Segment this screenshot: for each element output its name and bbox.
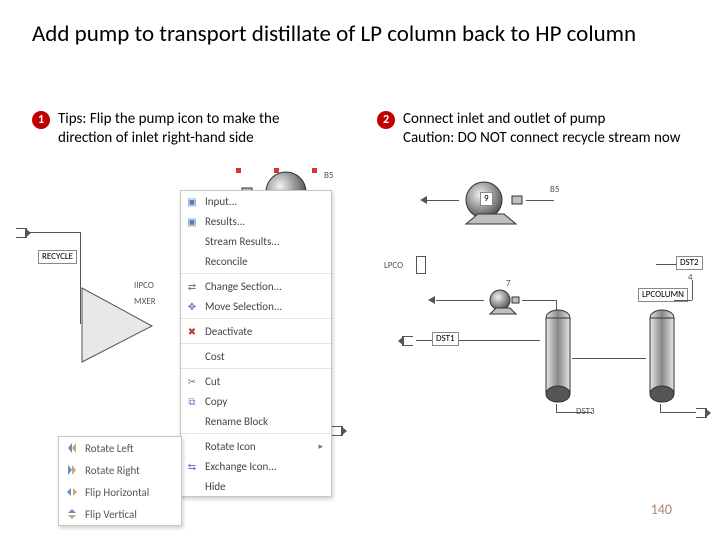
cm-results[interactable]: ▣Results... — [181, 211, 331, 231]
tip-badge-2: 2 — [377, 111, 395, 129]
cm-move-selection[interactable]: ✥Move Selection... — [181, 296, 331, 316]
t1-arrow — [332, 426, 343, 436]
column-2[interactable] — [648, 308, 676, 404]
pump-b5-label: B5 — [324, 170, 333, 181]
cm-reconcile[interactable]: Reconcile — [181, 251, 331, 271]
pump-small-label: 7 — [506, 278, 511, 289]
panel-right: B5 9 LPCO DST2 7 — [376, 168, 710, 488]
panel-left: B5 RECYCLE IIPCO MXER T1 ▣Input... ▣Resu… — [12, 168, 364, 488]
tips-row: 1 Tips: Flip the pump icon to make the d… — [32, 110, 710, 148]
lpco-label: LPCO — [384, 260, 403, 271]
b5-out-arrow — [420, 196, 427, 204]
column-1[interactable] — [544, 308, 572, 404]
x-icon: ✖ — [185, 324, 199, 338]
rotate-submenu[interactable]: Rotate Left Rotate Right Flip Horizontal… — [58, 436, 182, 526]
pump-small[interactable] — [486, 288, 522, 316]
pump-b5-right[interactable] — [460, 180, 526, 228]
tip-badge-1: 1 — [32, 111, 50, 129]
lpco-port — [416, 256, 426, 274]
rotate-left-icon — [65, 441, 79, 455]
cm-copy[interactable]: ⧉Copy — [181, 391, 331, 411]
flip-horizontal-icon — [65, 485, 79, 499]
cm-rotate-icon[interactable]: Rotate Icon — [181, 436, 331, 456]
sub-flip-vertical[interactable]: Flip Vertical — [59, 503, 181, 525]
rotate-right-icon — [65, 463, 79, 477]
copy-icon: ⧉ — [185, 394, 199, 408]
sub-flip-horizontal[interactable]: Flip Horizontal — [59, 481, 181, 503]
form-icon: ▣ — [185, 194, 199, 208]
dst3-label-1: DST3 — [576, 406, 595, 417]
exchange-icon: ⇆ — [185, 459, 199, 473]
tip-2: 2 Connect inlet and outlet of pump Cauti… — [377, 110, 710, 148]
slide-title: Add pump to transport distillate of LP c… — [32, 20, 700, 48]
cm-deactivate[interactable]: ✖Deactivate — [181, 321, 331, 341]
cm-rename[interactable]: Rename Block — [181, 411, 331, 431]
context-menu[interactable]: ▣Input... ▣Results... Stream Results... … — [180, 190, 332, 497]
scissors-icon: ✂ — [185, 374, 199, 388]
sub-rotate-right[interactable]: Rotate Right — [59, 459, 181, 481]
page-number: 140 — [651, 501, 672, 518]
cm-exchange-icon[interactable]: ⇆Exchange Icon... — [181, 456, 331, 476]
arrow-sp-out — [428, 296, 435, 304]
cm-input[interactable]: ▣Input... — [181, 191, 331, 211]
recycle-arrow — [16, 228, 27, 238]
dst1-label: DST1 — [432, 332, 459, 346]
move-icon: ✥ — [185, 299, 199, 313]
stream-9: 9 — [480, 192, 493, 206]
flip-vertical-icon — [65, 507, 79, 521]
cm-cut[interactable]: ✂Cut — [181, 371, 331, 391]
dst3-arrow-2 — [696, 408, 707, 418]
dst2-label: DST2 — [676, 256, 703, 270]
tip-1: 1 Tips: Flip the pump icon to make the d… — [32, 110, 365, 148]
sub-rotate-left[interactable]: Rotate Left — [59, 437, 181, 459]
mixer-triangle[interactable] — [80, 286, 158, 366]
cm-change-section[interactable]: ⇄Change Section... — [181, 276, 331, 296]
recycle-label: RECYCLE — [38, 250, 77, 264]
cm-cost[interactable]: Cost — [181, 346, 331, 366]
tip-text-1: Tips: Flip the pump icon to make the dir… — [58, 110, 279, 148]
cm-hide[interactable]: Hide — [181, 476, 331, 496]
form-icon: ▣ — [185, 214, 199, 228]
swap-icon: ⇄ — [185, 279, 199, 293]
b5-label-right: B5 — [550, 184, 559, 195]
cm-stream-results[interactable]: Stream Results... — [181, 231, 331, 251]
tip-text-2: Connect inlet and outlet of pump Caution… — [403, 110, 681, 148]
dst1-arrow — [402, 336, 413, 346]
